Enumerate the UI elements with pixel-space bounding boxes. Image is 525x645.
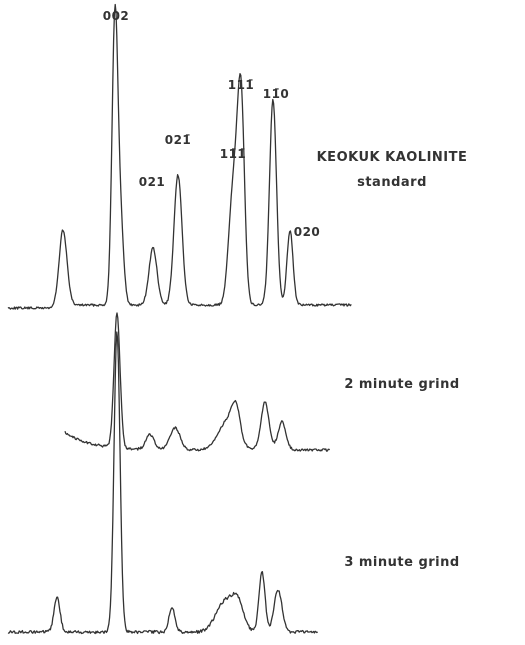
peak-label: 021 — [139, 175, 166, 189]
trace-label: KEOKUK KAOLINITE — [317, 150, 468, 165]
trace-label: 3 minute grind — [344, 555, 459, 570]
trace-label: standard — [357, 175, 427, 190]
peak-label: 111̄ — [228, 78, 255, 92]
trace-label: 2 minute grind — [344, 377, 459, 392]
peak-label: 020 — [294, 225, 321, 239]
xrd-trace — [7, 3, 352, 310]
xrd-trace — [7, 331, 319, 635]
xrd-trace — [64, 312, 330, 452]
peak-label: 11̄1̄ — [220, 147, 247, 161]
peak-label: 11̄0 — [263, 87, 290, 101]
peak-label: 021̄ — [165, 133, 192, 147]
